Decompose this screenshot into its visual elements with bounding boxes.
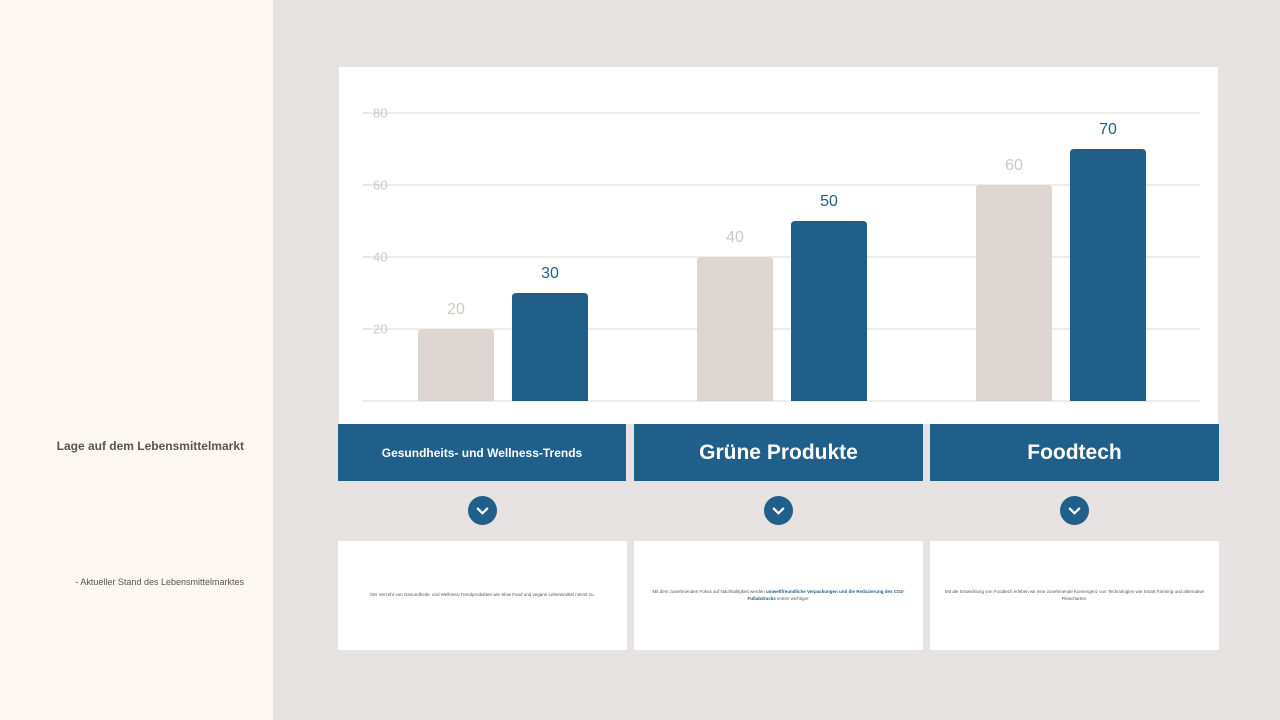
data-label: 20	[447, 301, 465, 318]
data-label: 30	[541, 265, 559, 282]
description-card-health: Der Verzehr von Gesundheits- und Wellnes…	[338, 541, 627, 650]
bar	[512, 293, 588, 401]
category-tab-green-products[interactable]: Grüne Produkte	[634, 424, 923, 481]
category-label: Grüne Produkte	[699, 440, 858, 464]
y-tick-label: 60	[373, 178, 387, 193]
bar	[791, 221, 867, 401]
data-label: 70	[1099, 121, 1117, 138]
category-label: Gesundheits- und Wellness-Trends	[381, 445, 583, 460]
sidebar: Lage auf dem Lebensmittelmarkt - Aktuell…	[0, 0, 273, 720]
bar-chart-card: 20 40 60 80 20 30 40 50 60 70	[339, 67, 1218, 424]
chevron-down-icon[interactable]	[764, 496, 793, 525]
page-subtitle: - Aktueller Stand des Lebensmittelmarkte…	[75, 577, 244, 587]
category-tab-health[interactable]: Gesundheits- und Wellness-Trends	[338, 424, 626, 481]
data-label: 60	[1005, 157, 1023, 174]
category-label: Foodtech	[1027, 440, 1122, 464]
chevron-down-icon[interactable]	[468, 496, 497, 525]
bar	[418, 329, 494, 401]
description-card-foodtech: Mit der Entwicklung von Foodtech erleben…	[930, 541, 1219, 650]
description-card-green-products: Mit dem zunehmenden Fokus auf Nachhaltig…	[634, 541, 923, 650]
description-text: Mit dem zunehmenden Fokus auf Nachhaltig…	[652, 588, 905, 601]
bar-chart: 20 40 60 80 20 30 40 50 60 70	[363, 106, 1200, 402]
description-highlight: umweltfreundliche Verpackungen und die R…	[747, 588, 905, 601]
chevron-down-icon[interactable]	[1060, 496, 1089, 525]
category-tab-foodtech[interactable]: Foodtech	[930, 424, 1219, 481]
description-text: Der Verzehr von Gesundheits- und Wellnes…	[370, 592, 595, 598]
bar	[1070, 149, 1146, 401]
description-text: Mit der Entwicklung von Foodtech erleben…	[944, 588, 1205, 601]
bar	[976, 185, 1052, 401]
y-tick-label: 20	[373, 322, 387, 337]
bar	[697, 257, 773, 401]
data-label: 50	[820, 193, 838, 210]
y-tick-label: 40	[373, 250, 387, 265]
page-title: Lage auf dem Lebensmittelmarkt	[56, 439, 244, 453]
data-label: 40	[726, 229, 744, 246]
y-tick-label: 80	[373, 106, 387, 121]
